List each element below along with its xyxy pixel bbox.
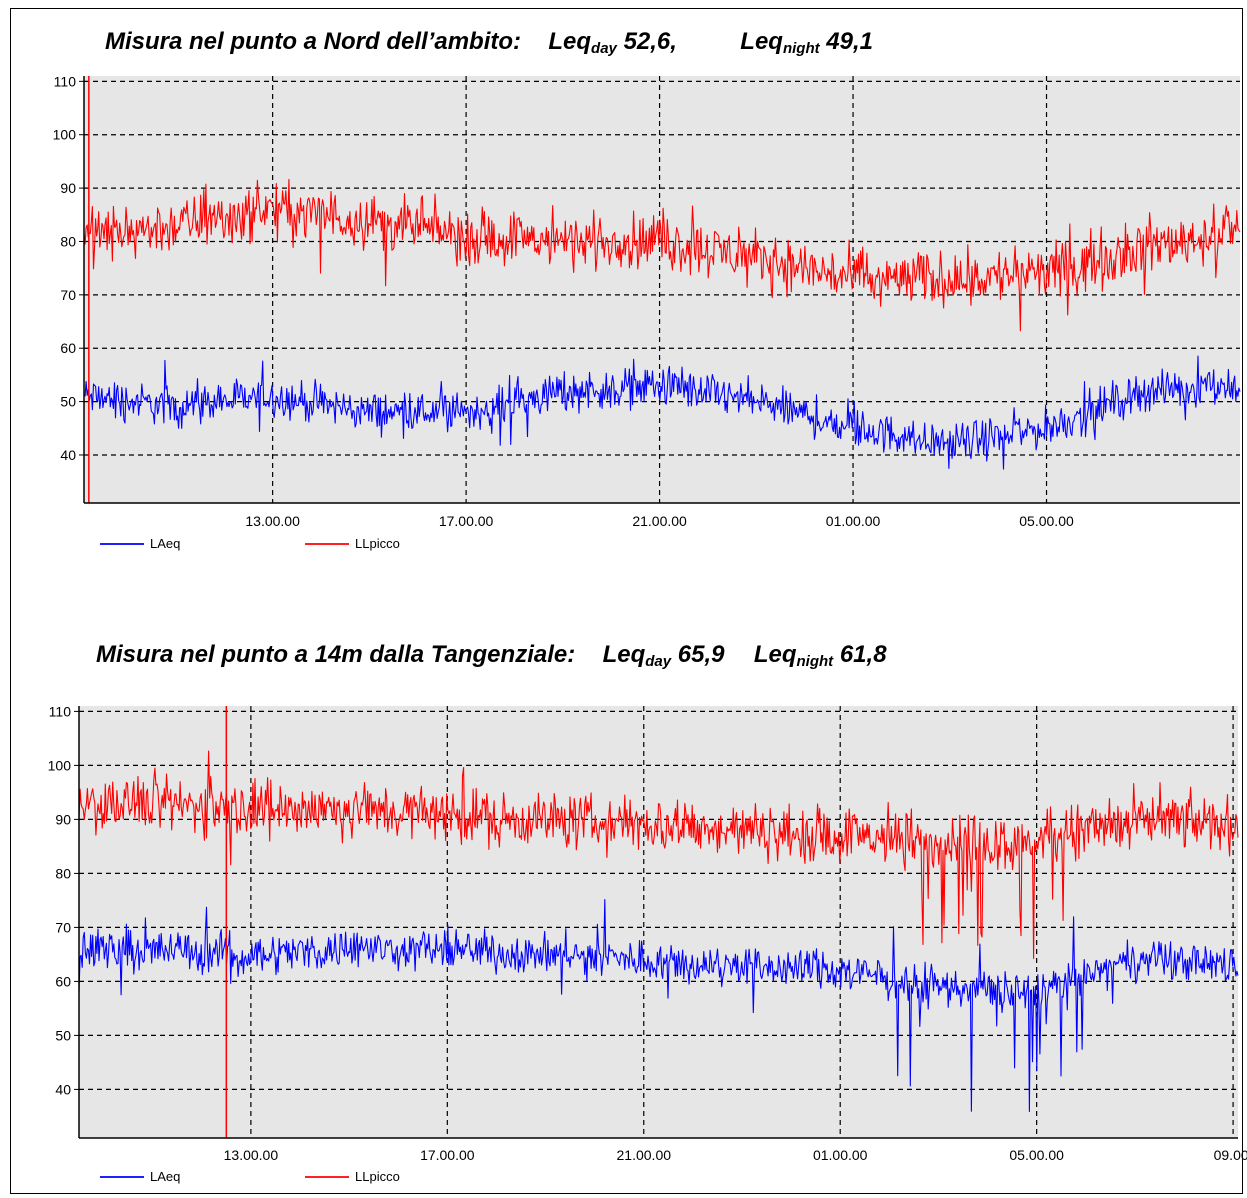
- page-frame: [10, 8, 1243, 1194]
- chart-2-xtick-label-1: 17.00.00: [420, 1147, 475, 1163]
- chart-1-ytick-label-50: 50: [60, 394, 76, 410]
- chart-2-ytick-label-40: 40: [55, 1081, 71, 1097]
- chart-2-ytick-label-60: 60: [55, 973, 71, 989]
- chart-2-legend-label-LLpicco: LLpicco: [355, 1169, 400, 1184]
- chart-2-leq-night-sub: night: [796, 653, 834, 670]
- chart-2-ytick-label-90: 90: [55, 811, 71, 827]
- chart-1-series-LAeq: [83, 355, 1241, 470]
- chart-1-leq-day-value: 52,6,: [623, 28, 677, 55]
- chart-2-ytick-label-70: 70: [55, 919, 71, 935]
- chart-1-title: Misura nel punto a Nord dell’ambito: Leq…: [105, 28, 873, 57]
- chart-1-leq-night-sub: night: [782, 40, 820, 57]
- chart-2-xtick-label-0: 13.00.00: [224, 1147, 279, 1163]
- chart-1-ytick-label-40: 40: [60, 447, 76, 463]
- chart-1-ytick-label-110: 110: [54, 73, 77, 89]
- chart-1-xtick-label-2: 21.00.00: [632, 513, 687, 529]
- chart-1-leq-day-sub: day: [591, 40, 617, 57]
- chart-2-legend-label-LAeq: LAeq: [150, 1169, 180, 1184]
- chart-2-title: Misura nel punto a 14m dalla Tangenziale…: [96, 641, 887, 670]
- chart-1-ytick-label-60: 60: [60, 340, 76, 356]
- chart-1-leq-night-value: 49,1: [826, 28, 874, 55]
- chart-2-ytick-label-80: 80: [55, 865, 71, 881]
- chart-2-ytick-label-50: 50: [55, 1027, 71, 1043]
- chart-1-xtick-label-4: 05.00.00: [1019, 513, 1074, 529]
- chart-1-title-text: Misura nel punto a Nord dell’ambito:: [105, 28, 522, 55]
- chart-2-leq-night-value: 61,8: [839, 641, 887, 668]
- chart-2-leq-night-label: Leq: [753, 641, 797, 668]
- chart-1-xtick-label-0: 13.00.00: [245, 513, 300, 529]
- chart-2-xtick-label-2: 21.00.00: [617, 1147, 672, 1163]
- chart-2-leq-day-sub: day: [645, 653, 672, 670]
- chart-1-legend-label-LLpicco: LLpicco: [355, 536, 400, 551]
- chart-2-ytick-label-110: 110: [49, 703, 72, 719]
- chart-1-ytick-label-80: 80: [60, 233, 76, 249]
- chart-1-leq-night-label: Leq: [740, 28, 783, 55]
- chart-2-plot-area: [79, 706, 1238, 1138]
- chart-1-ytick-label-70: 70: [60, 287, 76, 303]
- chart-2-xtick-label-3: 01.00.00: [813, 1147, 868, 1163]
- chart-1-leq-day-label: Leq: [548, 28, 592, 55]
- chart-1-ytick-label-100: 100: [53, 127, 77, 143]
- chart-2-ytick-label-100: 100: [48, 757, 72, 773]
- chart-2-xtick-label-5: 09.00.: [1214, 1147, 1247, 1163]
- chart-2-leq-day-value: 65,9: [677, 641, 725, 668]
- chart-2-title-text: Misura nel punto a 14m dalla Tangenziale…: [96, 641, 576, 668]
- chart-1-plot-area: [84, 76, 1240, 503]
- chart-1-xtick-label-1: 17.00.00: [439, 513, 494, 529]
- chart-2-series-LAeq: [78, 899, 1239, 1113]
- chart-1-legend-label-LAeq: LAeq: [150, 536, 180, 551]
- chart-1-series-LLpicco: [83, 178, 1241, 332]
- chart-2-series-LLpicco: [78, 750, 1239, 960]
- chart-1-xtick-label-3: 01.00.00: [826, 513, 881, 529]
- chart-1-ytick-label-90: 90: [60, 180, 76, 196]
- chart-2-xtick-label-4: 05.00.00: [1009, 1147, 1064, 1163]
- chart-2-leq-day-label: Leq: [602, 641, 646, 668]
